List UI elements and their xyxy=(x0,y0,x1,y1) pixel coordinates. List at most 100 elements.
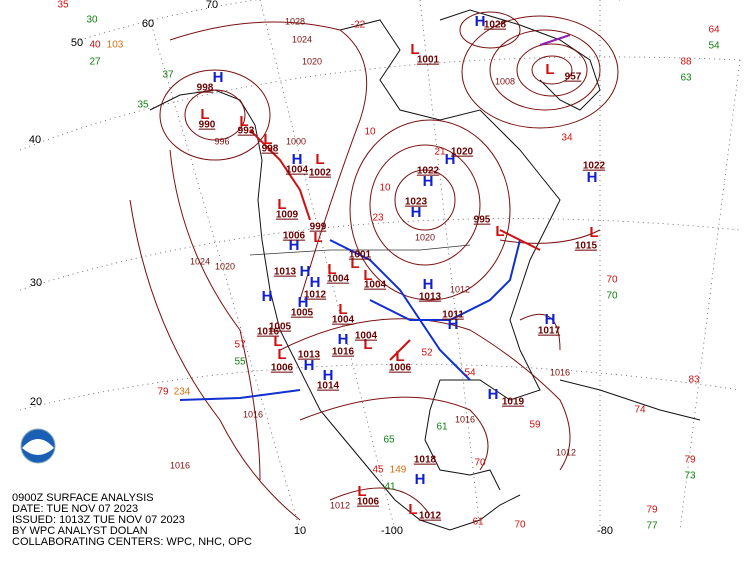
caption-line: 0900Z SURFACE ANALYSIS xyxy=(12,492,154,504)
pressure-value: 957 xyxy=(565,72,582,83)
station-value: 79 xyxy=(646,505,658,516)
station-value: 79 xyxy=(157,387,169,398)
pressure-value: 1005 xyxy=(291,308,314,319)
pressure-symbol: L xyxy=(408,501,417,518)
station-value: 63 xyxy=(680,73,692,84)
pressure-symbol: L xyxy=(277,196,286,213)
station-value: 149 xyxy=(390,465,407,476)
pressure-value: 1004 xyxy=(332,315,355,326)
station-value: 57 xyxy=(234,340,246,351)
isobar-label: 1028 xyxy=(285,16,305,26)
pressure-value: 1001 xyxy=(349,250,372,261)
pressure-value: 1017 xyxy=(538,326,561,337)
station-value: 37 xyxy=(162,70,174,81)
station-value: 65 xyxy=(383,435,395,446)
grid-label: 20 xyxy=(30,396,42,408)
pressure-symbol: H xyxy=(298,294,309,311)
greenland xyxy=(439,9,601,111)
station-value: 35 xyxy=(137,100,149,111)
noaa-logo xyxy=(20,428,56,464)
isobar xyxy=(516,43,588,97)
isobar-label: 1012 xyxy=(556,447,576,457)
warm-front xyxy=(389,339,411,361)
station-value: 70 xyxy=(474,458,486,469)
pressure-symbol: H xyxy=(415,471,426,488)
isobar-label: 1012 xyxy=(450,284,470,294)
pressure-symbol: H xyxy=(323,367,334,384)
station-value: 79 xyxy=(684,455,696,466)
meridian xyxy=(149,19,301,531)
isobar xyxy=(394,169,456,231)
station-value: 77 xyxy=(646,521,658,532)
isobar-label: 1020 xyxy=(215,261,235,271)
isobar xyxy=(531,55,573,85)
pressure-value: 1019 xyxy=(502,397,525,408)
cold-front xyxy=(179,389,301,401)
cold-front xyxy=(369,239,521,321)
isobar-label: 996 xyxy=(214,136,229,146)
isobar-label: 1016 xyxy=(455,414,475,424)
grid-label: 70 xyxy=(206,0,218,11)
pressure-value: 998 xyxy=(262,144,279,155)
station-value: 10 xyxy=(379,183,391,194)
meridian xyxy=(259,0,396,531)
isobar-label: 1020 xyxy=(302,56,322,66)
pressure-value: 1002 xyxy=(309,168,332,179)
isobar-label: 1016 xyxy=(243,409,263,419)
pressure-symbol: L xyxy=(495,223,504,240)
logo-gull xyxy=(22,439,54,455)
pressure-value: 1004 xyxy=(286,165,309,176)
station-value: 234 xyxy=(174,387,191,398)
isobar xyxy=(159,69,271,161)
isobar-label: 1016 xyxy=(170,460,190,470)
pressure-symbol: H xyxy=(310,274,321,291)
pressure-value: 1013 xyxy=(419,292,442,303)
isobar xyxy=(129,199,301,521)
pressure-symbol: L xyxy=(545,61,554,78)
station-value: 70 xyxy=(514,520,526,531)
pressure-value: 1006 xyxy=(283,231,306,242)
pressure-value: 990 xyxy=(199,120,216,131)
isobar xyxy=(349,119,511,301)
isobar xyxy=(329,487,431,516)
pressure-value: 1028 xyxy=(484,20,507,31)
pressure-symbol: L xyxy=(239,113,248,130)
isobar-label: 1008 xyxy=(495,76,515,86)
pressure-value: 1020 xyxy=(451,147,474,158)
pressure-symbol: L xyxy=(410,41,419,58)
station-value: 54 xyxy=(708,41,720,52)
pressure-symbol: L xyxy=(315,151,324,168)
pressure-value: 1012 xyxy=(419,511,442,522)
pressure-value: 995 xyxy=(474,215,491,226)
pressure-symbol: H xyxy=(545,311,556,328)
isobar-label: 1000 xyxy=(286,136,306,146)
pressure-symbol: H xyxy=(423,276,434,293)
occluded-front xyxy=(539,34,571,46)
pressure-symbol: L xyxy=(277,346,286,363)
pressure-value: 1005 xyxy=(269,322,292,333)
pressure-symbol: H xyxy=(213,69,224,86)
pressure-value: 1006 xyxy=(389,363,412,374)
pressure-symbol: L xyxy=(363,267,372,284)
pressure-value: 1013 xyxy=(298,350,321,361)
isobar-label: 1016 xyxy=(550,367,570,377)
station-value: 70 xyxy=(606,291,618,302)
grid-label: -100 xyxy=(381,525,403,537)
isobar-label: 1020 xyxy=(415,232,435,242)
station-value: 23 xyxy=(372,213,384,224)
warm-front xyxy=(249,129,311,221)
isobar xyxy=(461,15,619,129)
station-value: -22 xyxy=(351,20,366,31)
isobar-label: 1024 xyxy=(190,256,210,266)
isobar xyxy=(169,149,261,481)
grid-label: 50 xyxy=(71,37,83,49)
pressure-symbol: H xyxy=(448,316,459,333)
station-value: 10 xyxy=(364,127,376,138)
pressure-value: 999 xyxy=(310,222,327,233)
station-value: 35 xyxy=(57,0,69,11)
pressure-value: 1014 xyxy=(317,381,340,392)
pressure-symbol: L xyxy=(357,483,366,500)
pressure-symbol: H xyxy=(411,204,422,221)
parallel xyxy=(79,0,620,41)
